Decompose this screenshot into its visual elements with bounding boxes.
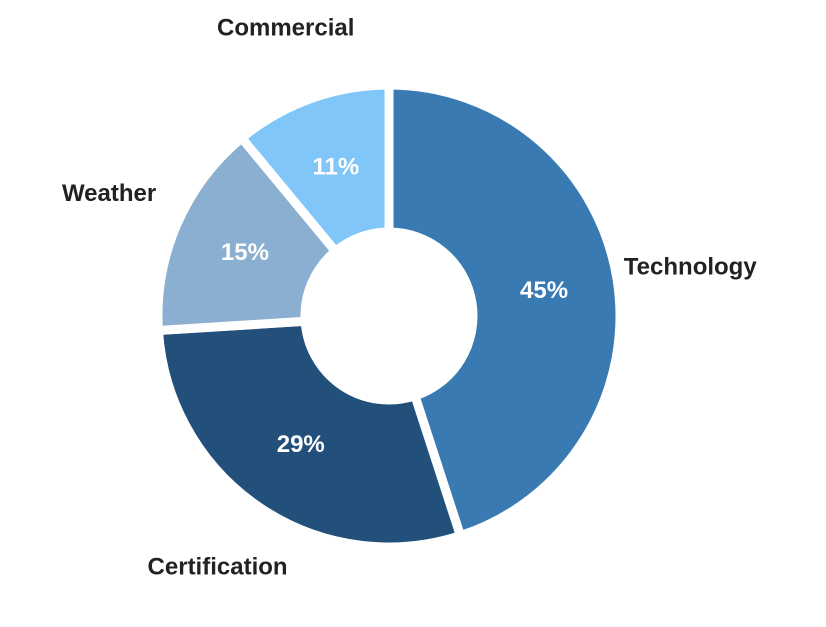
slice — [153, 131, 342, 336]
category-label: Commercial — [217, 14, 354, 41]
category-label: Certification — [148, 554, 288, 581]
value-label: 45% — [520, 277, 568, 304]
slice — [153, 316, 467, 552]
category-label: Technology — [624, 254, 758, 281]
slice — [384, 80, 625, 542]
value-label: 29% — [277, 431, 325, 458]
value-label: 15% — [221, 239, 269, 266]
category-label: Weather — [62, 180, 156, 207]
value-label: 11% — [312, 154, 359, 181]
slice — [235, 80, 394, 258]
